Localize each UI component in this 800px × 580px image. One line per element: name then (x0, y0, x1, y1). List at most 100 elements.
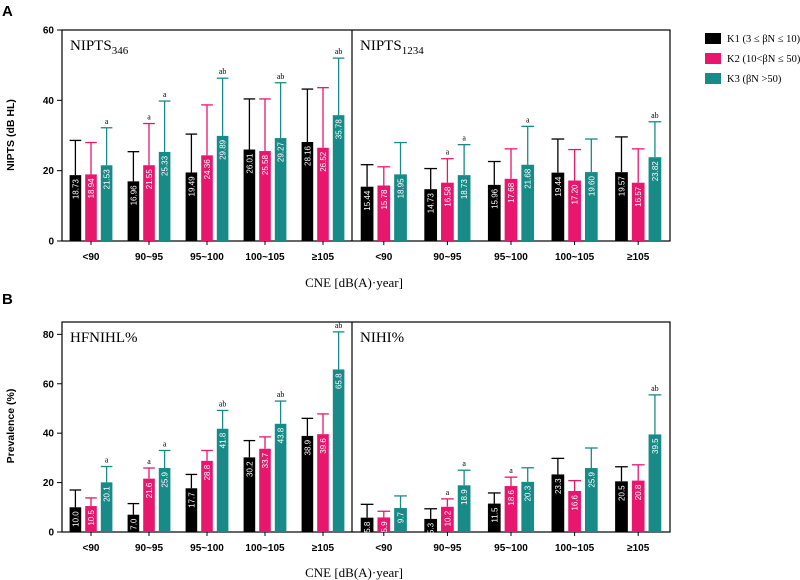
bar-k3 (274, 138, 287, 241)
x-tick-label: ≥105 (312, 252, 335, 263)
panel-a-x-label: CNE [dB(A)·year] (305, 275, 403, 290)
panel-a-plot: 0 20 40 60 NIPTS346 <90 18.73 18.94 21.53 a 90~95 1… (43, 26, 671, 263)
bar-k1 (301, 141, 314, 241)
bar-value-label: 18.6 (507, 490, 516, 506)
bar-k2 (201, 155, 213, 241)
x-tick-label: 95~100 (190, 252, 224, 263)
bar-value-label: 43.8 (277, 427, 286, 443)
bar-value-label: 18.73 (71, 179, 80, 200)
significance-label: a (163, 90, 167, 99)
bar-k1 (243, 457, 256, 532)
y-tick-label: 0 (48, 237, 54, 248)
y-tick-label: 0 (48, 528, 54, 539)
bar-k2 (143, 165, 155, 241)
bar-k1 (424, 189, 438, 241)
bar-k3 (521, 164, 535, 241)
bar-value-label: 16.57 (634, 186, 643, 207)
bar-value-label: 39.5 (651, 438, 660, 454)
bar-value-label: 28.8 (203, 464, 212, 480)
bar-value-label: 15.78 (380, 189, 389, 210)
bar-value-label: 29.89 (219, 139, 228, 160)
bar-k2 (85, 506, 97, 532)
bar-k1 (127, 514, 140, 532)
bar-value-label: 9.7 (397, 511, 406, 523)
bar-value-label: 18.94 (87, 178, 96, 199)
x-tick-label: <90 (375, 252, 392, 263)
bar-k1 (185, 488, 198, 532)
panel-b-y-label: Prevalence (%) (5, 389, 17, 464)
significance-label: a (147, 113, 151, 122)
bar-value-label: 30.2 (245, 461, 254, 477)
bar-value-label: 29.27 (277, 142, 286, 163)
legend-swatch-k1 (705, 33, 721, 44)
significance-label: a (105, 117, 109, 126)
legend-swatch-k3 (705, 73, 721, 84)
bar-value-label: 24.36 (203, 159, 212, 180)
bar-k3 (521, 481, 535, 532)
x-tick-label: 95~100 (494, 543, 528, 554)
bar-value-label: 19.57 (617, 176, 626, 197)
bar-value-label: 25.9 (161, 471, 170, 487)
bar-k1 (127, 181, 140, 241)
bar-value-label: 21.55 (145, 169, 154, 190)
bar-k3 (158, 151, 171, 241)
significance-label: ab (219, 67, 227, 76)
bar-value-label: 5.9 (380, 521, 389, 533)
x-tick-label: ≥105 (312, 543, 335, 554)
bar-value-label: 15.96 (490, 188, 499, 209)
significance-label: a (446, 488, 450, 497)
bar-value-label: 39.6 (319, 438, 328, 454)
legend-label-k1: K1 (3 ≤ βN ≤ 10) (727, 34, 800, 45)
y-tick-label: 40 (43, 96, 55, 107)
x-tick-label: 100~105 (555, 543, 595, 554)
bar-k2 (441, 182, 454, 241)
significance-label: a (526, 115, 530, 124)
y-tick-label: 20 (43, 166, 55, 177)
bar-value-label: 21.68 (524, 168, 533, 189)
subplot-title: NIHI% (360, 330, 404, 346)
bar-value-label: 14.73 (427, 193, 436, 214)
y-tick-label: 40 (43, 429, 55, 440)
bar-value-label: 38.9 (303, 439, 312, 455)
bar-k1 (615, 481, 628, 532)
bar-k1 (424, 518, 438, 532)
bar-k3 (648, 157, 662, 241)
bar-k2 (568, 180, 581, 241)
significance-label: a (509, 466, 513, 475)
bar-value-label: 10.0 (71, 511, 80, 527)
significance-label: ab (277, 72, 285, 81)
bar-k2 (259, 151, 271, 241)
significance-label: a (446, 148, 450, 157)
bar-value-label: 5.3 (427, 522, 436, 534)
bar-k3 (216, 135, 229, 241)
bar-k2 (568, 490, 581, 532)
bar-value-label: 7.0 (129, 518, 138, 530)
bar-value-label: 65.8 (335, 373, 344, 389)
bar-value-label: 25.33 (161, 155, 170, 176)
bar-value-label: 20.5 (617, 485, 626, 501)
bar-k1 (301, 435, 314, 532)
bar-k1 (551, 172, 565, 241)
x-tick-label: <90 (83, 543, 100, 554)
bar-k2 (504, 486, 518, 532)
bar-k2 (631, 182, 645, 241)
subplot-title: HFNIHL% (70, 330, 138, 346)
x-tick-label: <90 (375, 543, 392, 554)
x-tick-label: 90~95 (433, 252, 462, 263)
x-tick-label: 100~105 (245, 543, 285, 554)
bar-value-label: 17.7 (187, 492, 196, 508)
subplot-title: NIPTS1234 (360, 38, 424, 57)
bar-k3 (584, 468, 598, 532)
bar-value-label: 17.20 (571, 184, 580, 205)
y-tick-label: 20 (43, 478, 55, 489)
x-tick-label: 95~100 (190, 543, 224, 554)
y-tick-label: 60 (43, 379, 55, 390)
bar-value-label: 19.60 (587, 176, 596, 197)
legend-label-k2: K2 (10<βN ≤ 50) (727, 54, 800, 65)
panel-a-y-label: NIPTS (dB HL) (5, 99, 17, 171)
x-tick-label: 100~105 (245, 252, 285, 263)
y-tick-label: 80 (43, 330, 55, 341)
bar-value-label: 17.68 (507, 182, 516, 203)
bar-k3 (394, 174, 407, 241)
bar-k3 (457, 485, 471, 532)
